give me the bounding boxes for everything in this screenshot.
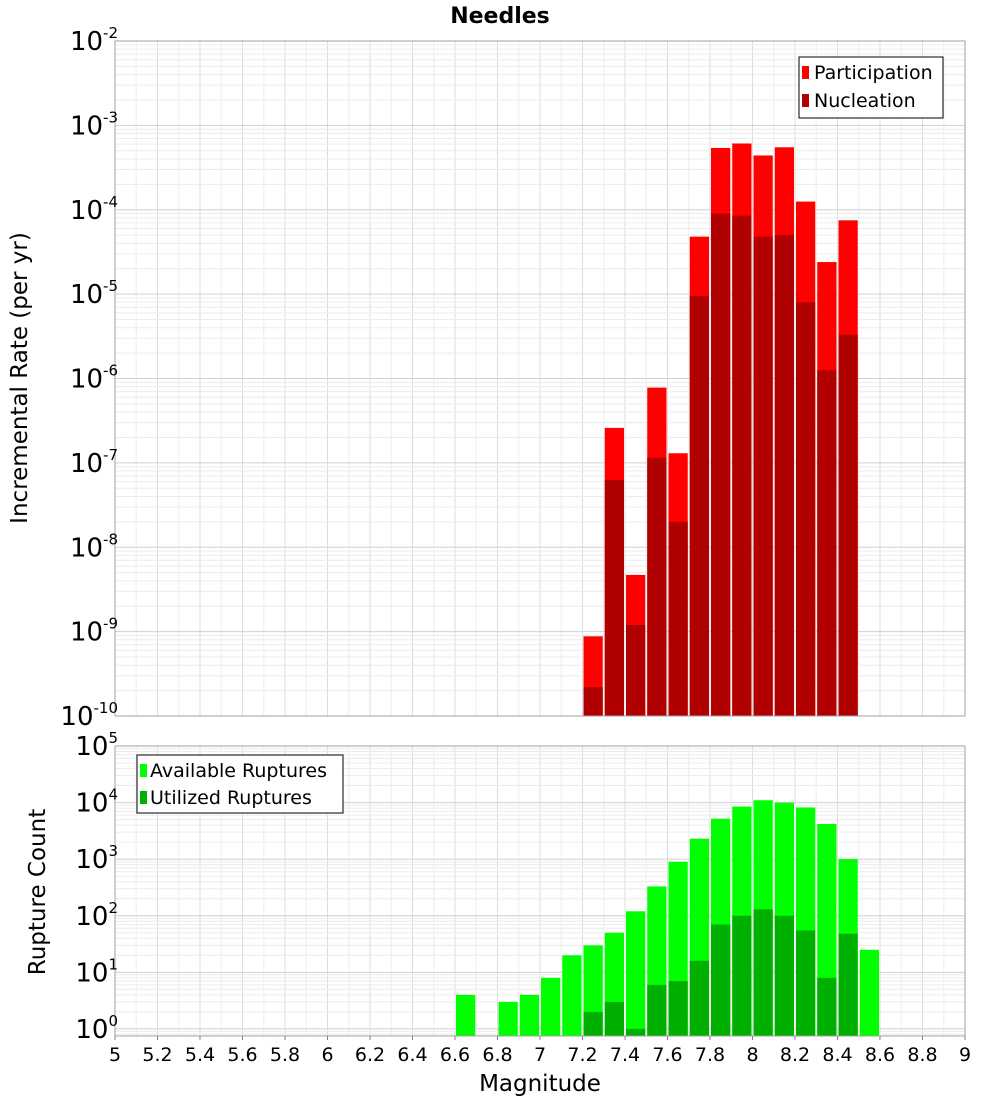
- x-tick-label: 8.6: [865, 1044, 895, 1066]
- rate-legend-box: [798, 56, 944, 119]
- x-tick-label: 6.6: [440, 1044, 470, 1066]
- x-tick-label: 8.8: [907, 1044, 937, 1066]
- nucleation-bar: [604, 479, 624, 716]
- participation-swatch: [802, 66, 809, 79]
- x-tick-label: 9: [959, 1044, 971, 1066]
- y-tick-label: 10-2: [70, 24, 118, 57]
- available-bar: [498, 1001, 518, 1036]
- nucleation-legend-label: Nucleation: [814, 90, 916, 112]
- nucleation-bar: [583, 687, 603, 716]
- chart-title: Needles: [450, 4, 550, 29]
- utilized-bar: [668, 981, 688, 1036]
- x-tick-label: 8.2: [780, 1044, 810, 1066]
- nucleation-bar: [711, 213, 731, 717]
- nucleation-bar: [647, 457, 667, 716]
- participation-legend-label: Participation: [814, 62, 933, 84]
- rate-y-axis-label: Incremental Rate (per yr): [7, 232, 33, 524]
- count-panel: 100 101 102 103 104 105 5 5.2 5.4 5.6 5.8 6 6.2 6.4 6…: [25, 729, 971, 1097]
- x-tick-label: 6: [321, 1044, 333, 1066]
- nucleation-bar: [753, 236, 773, 716]
- y-tick-label: 10-4: [70, 193, 118, 226]
- nucleation-bar: [732, 215, 752, 717]
- utilized-bar: [774, 915, 794, 1036]
- x-tick-label: 7.6: [652, 1044, 682, 1066]
- count-legend-box: [136, 754, 344, 814]
- available-bar: [541, 977, 561, 1036]
- y-tick-label: 103: [75, 842, 118, 875]
- available-legend-label: Available Ruptures: [150, 760, 327, 782]
- utilized-bar: [838, 933, 858, 1036]
- x-tick-label: 5.6: [227, 1044, 257, 1066]
- available-bar: [562, 955, 582, 1036]
- y-tick-label: 10-7: [70, 446, 118, 479]
- x-tick-label: 5: [109, 1044, 121, 1066]
- utilized-bar: [711, 924, 731, 1036]
- rate-y-ticks: 10-10 10-9 10-8 10-7 10-6 10-5 10-4 10-3 10-2: [60, 24, 118, 732]
- utilized-bar: [626, 1028, 646, 1036]
- utilized-bar: [753, 909, 773, 1036]
- nucleation-bar: [817, 370, 837, 716]
- available-bar: [859, 949, 879, 1036]
- x-tick-label: 5.8: [270, 1044, 300, 1066]
- y-tick-label: 10-5: [70, 277, 118, 310]
- x-tick-label: 6.2: [355, 1044, 385, 1066]
- y-tick-label: 10-8: [70, 530, 118, 563]
- y-tick-label: 104: [75, 786, 118, 819]
- utilized-swatch: [140, 791, 147, 804]
- count-bars: [456, 800, 879, 1036]
- count-y-ticks: 100 101 102 103 104 105: [75, 729, 118, 1045]
- y-tick-label: 10-3: [70, 108, 118, 141]
- utilized-bar: [796, 930, 816, 1036]
- y-tick-label: 105: [75, 729, 118, 762]
- x-tick-label: 7.2: [567, 1044, 597, 1066]
- y-tick-label: 10-6: [70, 362, 118, 395]
- x-tick-label: 7.8: [695, 1044, 725, 1066]
- x-ticks: 5 5.2 5.4 5.6 5.8 6 6.2 6.4 6.6 6.8 7 7.2 7.4 7.6 7.8 8…: [109, 1036, 971, 1066]
- x-tick-label: 7: [534, 1044, 546, 1066]
- available-bar: [456, 994, 476, 1036]
- y-tick-label: 102: [75, 899, 118, 932]
- utilized-bar: [817, 977, 837, 1036]
- utilized-bar: [583, 1011, 603, 1036]
- x-tick-label: 7.4: [610, 1044, 640, 1066]
- rate-bars: [583, 143, 858, 717]
- utilized-bar: [604, 1001, 624, 1036]
- rate-panel: 10-10 10-9 10-8 10-7 10-6 10-5 10-4 10-3 10-2 In…: [7, 24, 966, 732]
- rate-legend: Participation Nucleation: [798, 56, 944, 119]
- count-legend: Available Ruptures Utilized Ruptures: [136, 754, 344, 814]
- nucleation-bar: [838, 334, 858, 716]
- rate-grid: [114, 40, 966, 717]
- y-tick-label: 100: [75, 1012, 118, 1045]
- y-tick-label: 10-10: [60, 699, 118, 732]
- count-y-axis-label: Rupture Count: [25, 809, 51, 975]
- x-tick-label: 8.4: [822, 1044, 852, 1066]
- nucleation-bar: [668, 521, 688, 716]
- nucleation-bar: [774, 235, 794, 716]
- x-axis-label: Magnitude: [479, 1071, 601, 1097]
- y-tick-label: 101: [75, 955, 118, 988]
- x-tick-label: 6.4: [397, 1044, 427, 1066]
- nucleation-bar: [689, 296, 709, 716]
- utilized-bar: [732, 915, 752, 1036]
- nucleation-bar: [626, 624, 646, 716]
- y-tick-label: 10-9: [70, 615, 118, 648]
- utilized-bar: [647, 984, 667, 1036]
- rate-plot-frame: [114, 40, 966, 717]
- x-tick-label: 5.2: [142, 1044, 172, 1066]
- nucleation-swatch: [802, 94, 809, 107]
- utilized-bar: [689, 960, 709, 1036]
- nucleation-bar: [796, 302, 816, 716]
- x-tick-label: 8: [746, 1044, 758, 1066]
- available-swatch: [140, 764, 147, 777]
- x-tick-label: 6.8: [482, 1044, 512, 1066]
- available-bar: [519, 994, 539, 1036]
- x-tick-label: 5.4: [185, 1044, 215, 1066]
- utilized-legend-label: Utilized Ruptures: [150, 787, 312, 809]
- available-bar: [626, 911, 646, 1036]
